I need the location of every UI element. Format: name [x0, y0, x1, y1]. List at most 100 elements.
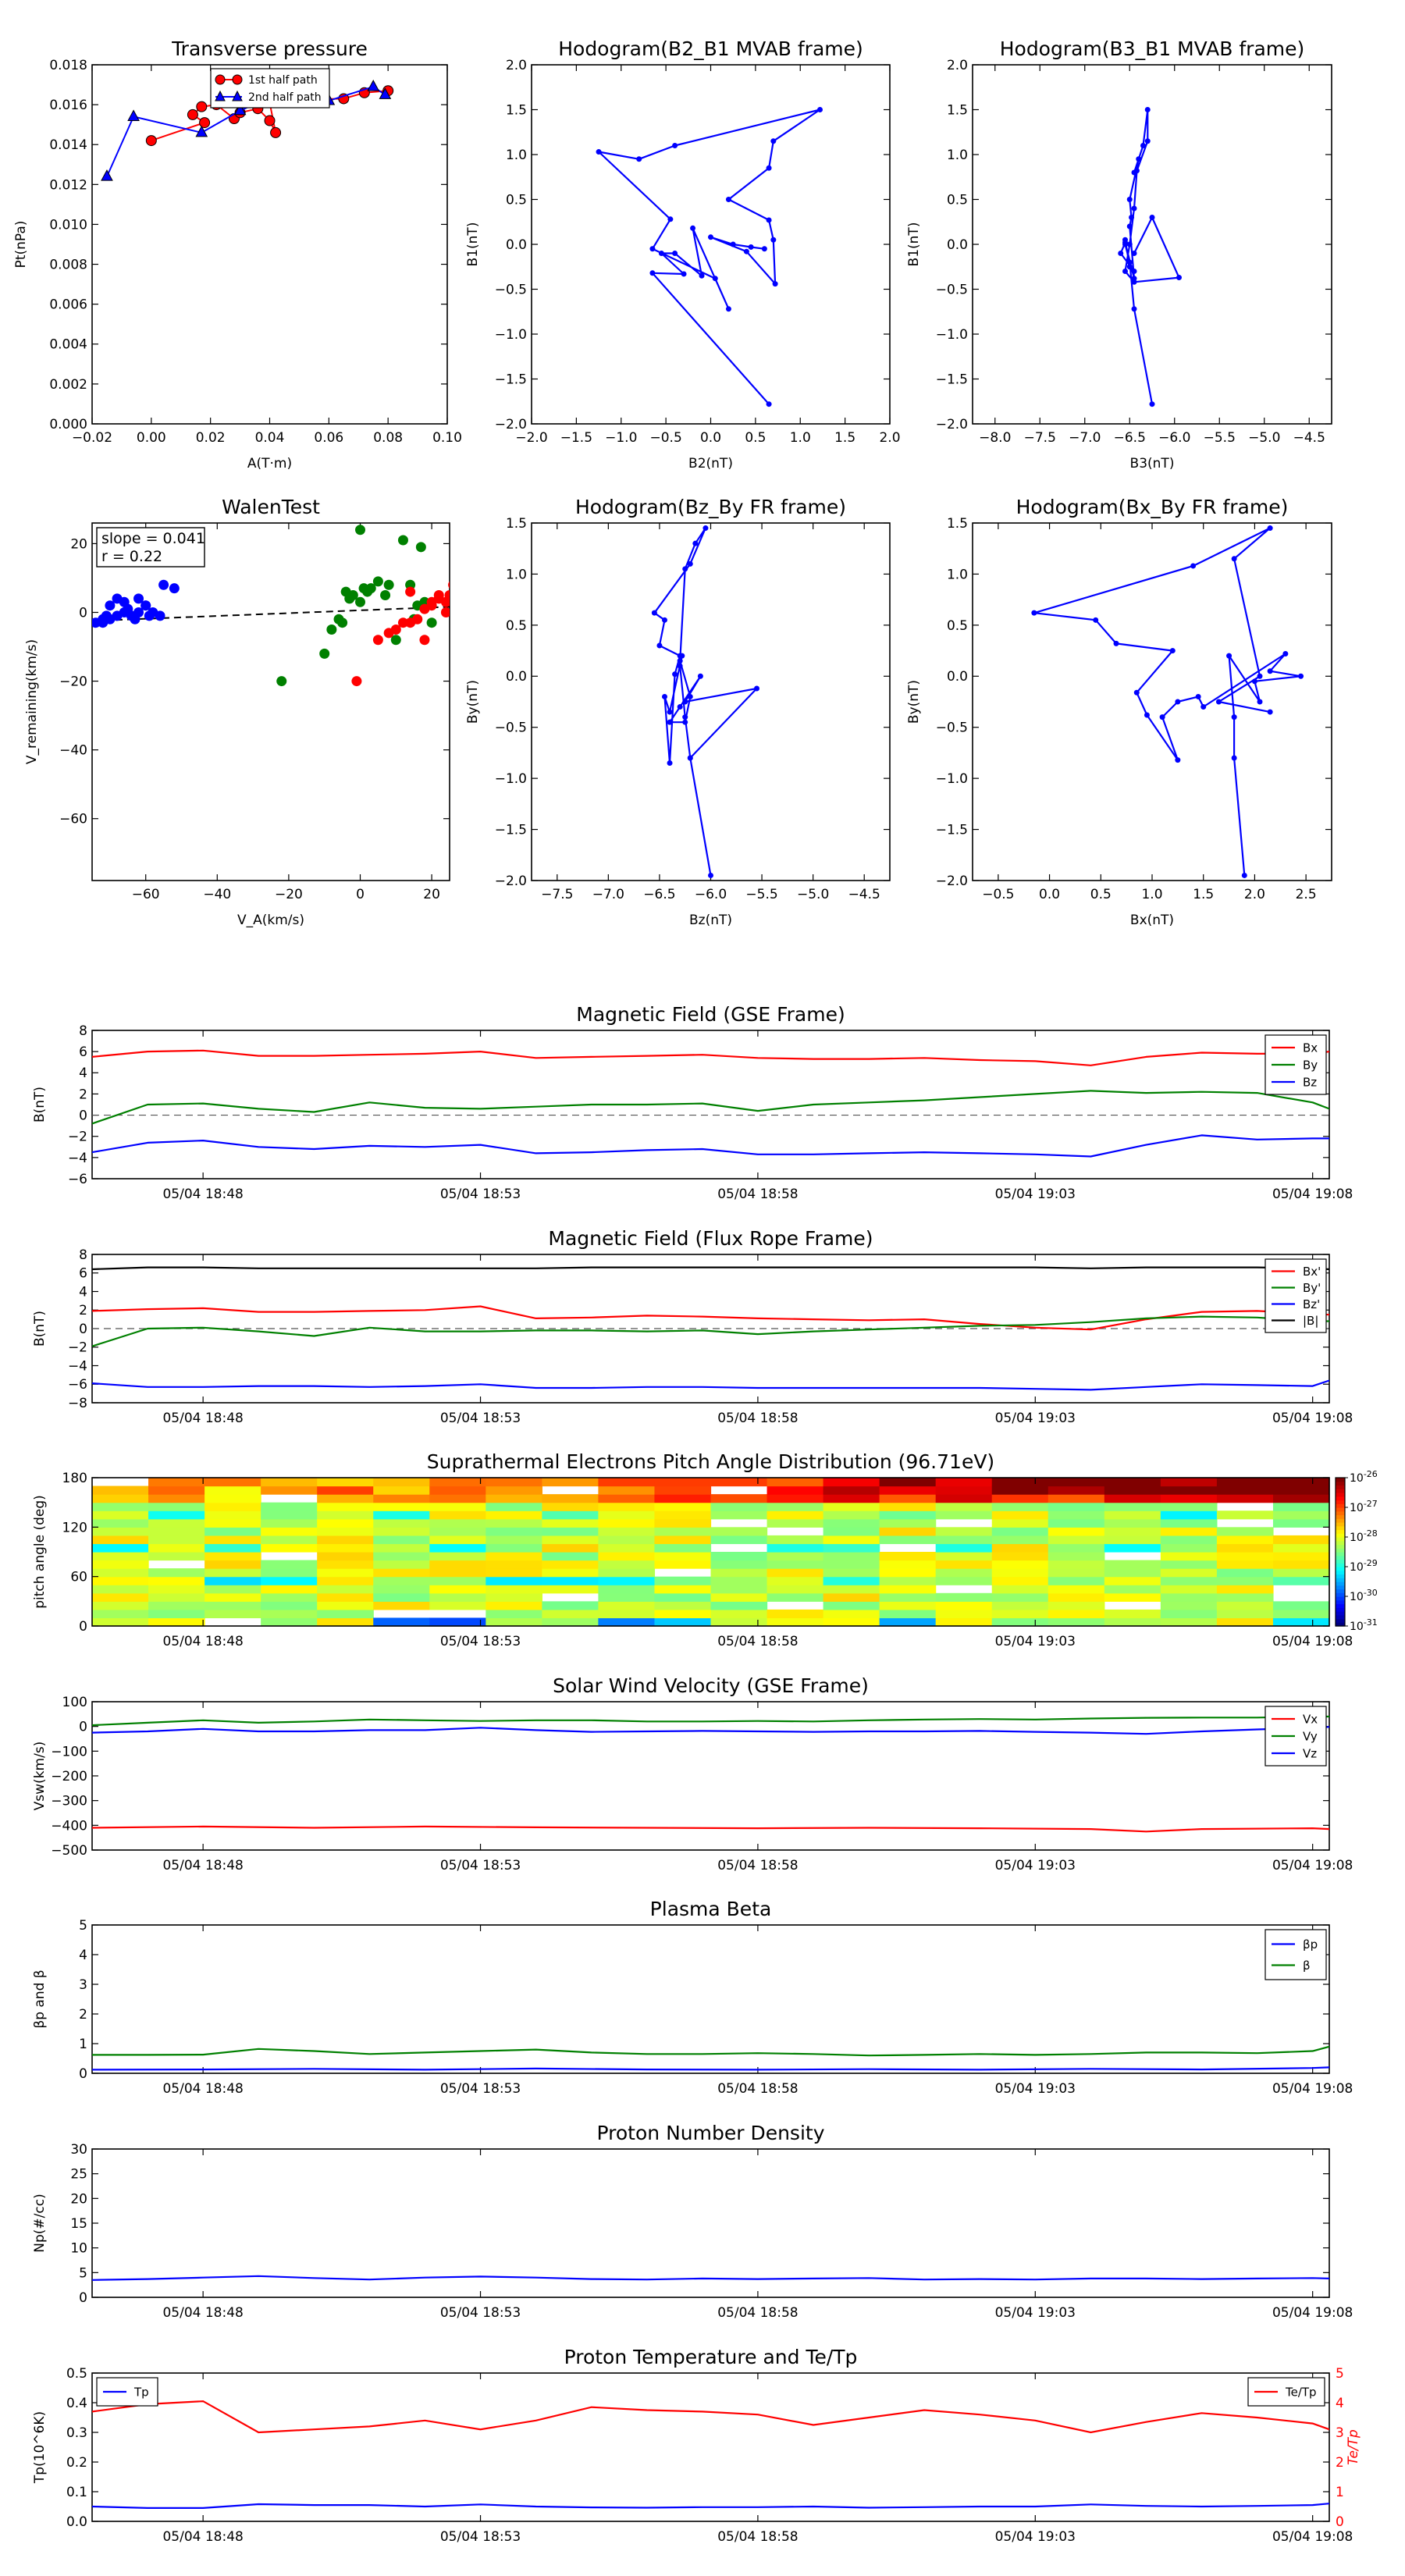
data-point: [761, 246, 767, 252]
heatmap-cell: [486, 1617, 542, 1627]
data-point: [725, 306, 731, 312]
heatmap-cell: [991, 1494, 1049, 1503]
chart-title: Hodogram(B2_B1 MVAB frame): [558, 37, 863, 60]
heatmap-cell: [1104, 1592, 1161, 1602]
heatmap-cell: [1216, 1560, 1274, 1569]
y-tick-label: 20: [70, 2191, 87, 2207]
heatmap-cell: [205, 1485, 261, 1495]
x-tick-label: 05/04 18:48: [162, 2529, 243, 2545]
data-point: [426, 617, 437, 628]
y-axis-label: B(nT): [32, 1087, 48, 1123]
heatmap-cell: [205, 1592, 261, 1602]
data-point: [333, 614, 344, 624]
data-point: [1175, 757, 1181, 763]
data-point: [1231, 755, 1237, 761]
y-tick-label: 0.0: [947, 669, 968, 685]
heatmap-cell: [654, 1518, 712, 1528]
y-tick-label: −1.0: [936, 771, 968, 787]
data-point: [1113, 640, 1119, 646]
x-tick-label: 05/04 18:58: [717, 1187, 798, 1202]
heatmap-cell: [542, 1478, 599, 1487]
heatmap-cell: [1048, 1535, 1105, 1545]
data-point: [1122, 240, 1128, 246]
heatmap-cell: [486, 1543, 542, 1553]
data-point: [1257, 699, 1263, 705]
axes-frame: [91, 2148, 1330, 2298]
colorbar-segment: [1336, 1485, 1345, 1489]
legend: Bx By Bz: [1264, 1034, 1327, 1095]
heatmap-cell: [823, 1518, 880, 1528]
heatmap-cell: [654, 1617, 712, 1627]
heatmap-cell: [879, 1502, 937, 1511]
heatmap-cell: [205, 1585, 261, 1594]
heatmap-cell: [317, 1601, 374, 1610]
series-line: [92, 1825, 1329, 1833]
heatmap-cell: [1272, 1552, 1330, 1561]
heatmap-cell: [1104, 1485, 1161, 1495]
colorbar-segment: [1336, 1514, 1345, 1519]
heatmap-cell: [1216, 1510, 1274, 1520]
legend: Te/Tp: [1247, 2377, 1325, 2407]
heatmap-cell: [935, 1535, 993, 1545]
y-tick-label: 5: [79, 2265, 87, 2281]
heatmap-cell: [598, 1478, 656, 1487]
y-tick-label: 0.0: [506, 237, 527, 253]
data-point: [133, 593, 144, 604]
heatmap-cell: [261, 1560, 318, 1569]
heatmap-cell: [317, 1617, 374, 1627]
heatmap-cell: [317, 1576, 374, 1585]
heatmap-cell: [767, 1502, 824, 1511]
heatmap-cell: [261, 1601, 318, 1610]
y-tick-label: 0.0: [947, 237, 968, 253]
heatmap-cell: [261, 1617, 318, 1627]
panel-hodogram-bx-by: Hodogram(Bx_By FR frame) −2.0 −1.5 −1.0 −0.5…: [906, 496, 1332, 928]
y-right-tick-label: 2: [1336, 2455, 1344, 2471]
data-point: [682, 566, 688, 572]
data-point: [326, 624, 337, 635]
data-point: [264, 115, 276, 126]
data-point: [677, 658, 683, 664]
x-axis-label: B3(nT): [1130, 456, 1175, 471]
heatmap-cell: [879, 1601, 937, 1610]
heatmap-cell: [654, 1560, 712, 1569]
heatmap-cell: [148, 1527, 205, 1536]
heatmap-cell: [1048, 1510, 1105, 1520]
colorbar-segment: [1336, 1592, 1345, 1597]
heatmap-cell: [373, 1601, 430, 1610]
heatmap-cell: [429, 1592, 486, 1602]
heatmap-cell: [1104, 1527, 1161, 1536]
legend-marker: [215, 90, 226, 101]
colorbar-segment: [1336, 1618, 1345, 1623]
x-tick-label: 05/04 19:08: [1272, 2305, 1353, 2321]
data-point: [233, 103, 247, 116]
data-point: [1267, 525, 1273, 532]
heatmap-cell: [373, 1592, 430, 1602]
data-point: [1093, 617, 1099, 623]
heatmap-cell: [542, 1543, 599, 1553]
y-tick-label: 60: [70, 1570, 87, 1585]
heatmap-cell: [1272, 1502, 1330, 1511]
x-axis-label: Bx(nT): [1130, 913, 1174, 928]
heatmap-cell: [1104, 1535, 1161, 1545]
y-axis-label: B1(nT): [906, 222, 922, 267]
heatmap-cell: [654, 1543, 712, 1553]
heatmap-cell: [1160, 1585, 1218, 1594]
heatmap-cell: [767, 1592, 824, 1602]
data-point: [101, 610, 112, 621]
legend: Vx Vy Vz: [1264, 1706, 1327, 1767]
y-tick-label: 1: [79, 2037, 87, 2052]
data-point: [1215, 699, 1222, 705]
heatmap-cell: [92, 1601, 149, 1610]
heatmap-cell: [879, 1609, 937, 1619]
series-line: [92, 1715, 1329, 1727]
x-tick-label: 05/04 19:03: [995, 2081, 1076, 2097]
colorbar-segment: [1336, 1599, 1345, 1605]
data-point: [658, 251, 664, 256]
heatmap-cell: [598, 1617, 656, 1627]
x-tick-label: 0.10: [432, 430, 462, 446]
data-point: [596, 149, 602, 155]
heatmap-cell: [1048, 1601, 1105, 1610]
x-axis-label: Bz(nT): [689, 913, 732, 928]
x-tick-label: −40: [203, 887, 231, 902]
